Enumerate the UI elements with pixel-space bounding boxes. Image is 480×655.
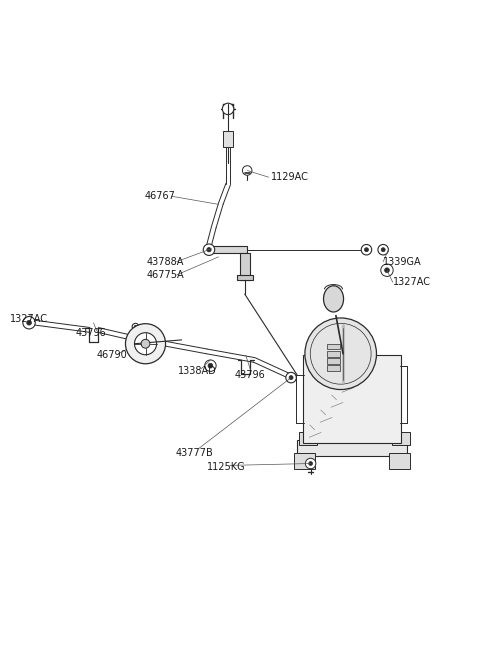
Polygon shape	[209, 246, 247, 253]
Circle shape	[203, 244, 215, 255]
Polygon shape	[297, 440, 407, 457]
Circle shape	[384, 268, 389, 272]
Circle shape	[141, 339, 150, 348]
Polygon shape	[237, 275, 253, 280]
Text: 1129AC: 1129AC	[271, 172, 309, 182]
FancyBboxPatch shape	[294, 453, 315, 469]
Text: 43796: 43796	[234, 370, 265, 380]
Circle shape	[134, 326, 137, 328]
FancyBboxPatch shape	[389, 453, 410, 469]
Text: 1339GA: 1339GA	[383, 257, 422, 267]
Circle shape	[289, 375, 293, 380]
Circle shape	[23, 316, 35, 329]
Circle shape	[207, 248, 211, 252]
Text: 43777B: 43777B	[176, 447, 213, 458]
Circle shape	[364, 248, 369, 252]
Circle shape	[204, 360, 216, 371]
Polygon shape	[240, 253, 250, 280]
Circle shape	[381, 248, 385, 252]
FancyBboxPatch shape	[299, 432, 317, 445]
Circle shape	[309, 462, 312, 466]
Ellipse shape	[324, 286, 344, 312]
Circle shape	[305, 458, 316, 469]
Circle shape	[125, 324, 166, 364]
Text: 1338AD: 1338AD	[178, 366, 216, 377]
FancyBboxPatch shape	[392, 432, 410, 445]
Circle shape	[27, 320, 31, 325]
Text: 46775A: 46775A	[147, 270, 185, 280]
FancyBboxPatch shape	[327, 358, 340, 364]
FancyBboxPatch shape	[327, 351, 340, 356]
Text: 1327AC: 1327AC	[10, 314, 48, 324]
Circle shape	[134, 333, 156, 355]
Circle shape	[361, 244, 372, 255]
Circle shape	[305, 318, 376, 390]
Text: 43788A: 43788A	[147, 257, 184, 267]
Circle shape	[381, 264, 393, 276]
Circle shape	[130, 339, 132, 342]
Circle shape	[132, 324, 139, 330]
Circle shape	[127, 337, 135, 345]
Circle shape	[222, 103, 234, 115]
Circle shape	[208, 364, 213, 368]
Text: 1327AC: 1327AC	[393, 277, 431, 287]
Text: 46767: 46767	[144, 191, 175, 201]
FancyBboxPatch shape	[223, 132, 233, 147]
FancyBboxPatch shape	[327, 365, 340, 371]
Text: 43796: 43796	[75, 328, 106, 338]
Text: 1125KG: 1125KG	[206, 462, 245, 472]
Circle shape	[286, 372, 296, 383]
Circle shape	[378, 244, 388, 255]
Text: 46790: 46790	[97, 350, 128, 360]
FancyBboxPatch shape	[303, 355, 401, 443]
FancyBboxPatch shape	[327, 344, 340, 350]
Circle shape	[242, 166, 252, 176]
